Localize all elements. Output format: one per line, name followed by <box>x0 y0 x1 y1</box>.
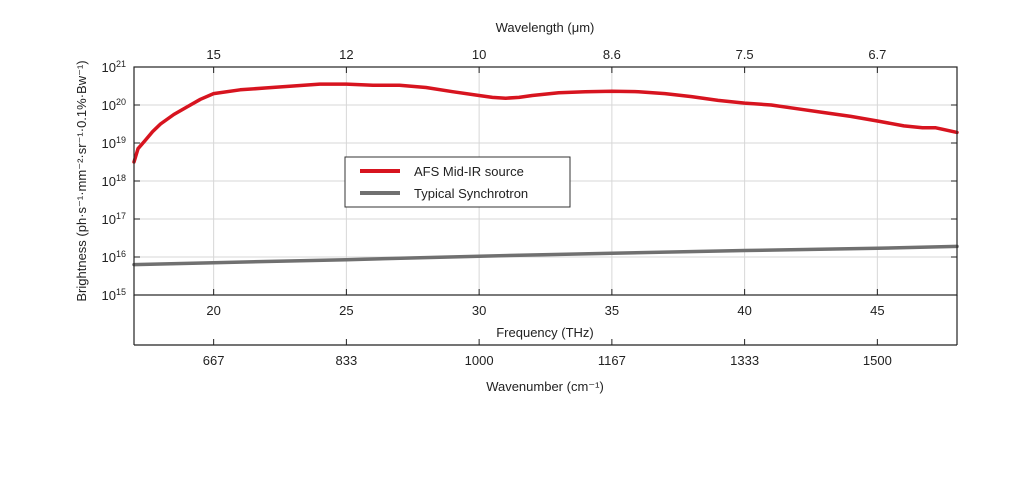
bottom-tick-label: 25 <box>339 303 353 318</box>
legend-label-afs: AFS Mid-IR source <box>414 164 524 179</box>
y-tick-label: 1019 <box>102 135 126 151</box>
y-axis-title: Brightness (ph·s⁻¹·mm⁻²·sr⁻¹·0.1%·Bw⁻¹) <box>74 60 89 301</box>
bottom-tick-label: 30 <box>472 303 486 318</box>
y-tick-label: 1017 <box>102 211 126 227</box>
wavenumber-axis-title: Wavenumber (cm⁻¹) <box>486 379 604 394</box>
bottom-tick-label: 45 <box>870 303 884 318</box>
top-tick-label: 7.5 <box>736 47 754 62</box>
wavenumber-tick-label: 1333 <box>730 353 759 368</box>
bottom-tick-label: 40 <box>737 303 751 318</box>
tick-marks <box>134 66 957 345</box>
top-axis-title: Wavelength (μm) <box>496 20 595 35</box>
wavenumber-tick-label: 1167 <box>598 353 626 368</box>
bottom-tick-label: 35 <box>605 303 619 318</box>
legend: AFS Mid-IR source Typical Synchrotron <box>344 156 571 208</box>
wavenumber-tick-label: 1000 <box>465 353 494 368</box>
legend-label-synchrotron: Typical Synchrotron <box>414 186 528 201</box>
top-tick-label: 8.6 <box>603 47 621 62</box>
y-tick-label: 1020 <box>102 97 126 113</box>
y-tick-label: 1016 <box>102 249 126 265</box>
tick-labels: 20 25 30 35 40 45 15 12 10 8.6 7.5 6.7 667 833 1000 116… <box>102 47 892 368</box>
legend-box <box>344 156 571 208</box>
wavenumber-tick-label: 667 <box>203 353 225 368</box>
afs-series-line <box>132 82 959 164</box>
top-tick-label: 6.7 <box>868 47 886 62</box>
bottom-tick-label: 20 <box>206 303 220 318</box>
y-tick-label: 1015 <box>102 287 126 303</box>
top-tick-label: 12 <box>339 47 353 62</box>
y-tick-label: 1021 <box>102 59 126 75</box>
synchrotron-series-line <box>132 244 959 267</box>
y-tick-label: 1018 <box>102 173 126 189</box>
top-tick-label: 10 <box>472 47 486 62</box>
bottom-axis-title: Frequency (THz) <box>496 325 594 340</box>
wavenumber-tick-label: 1500 <box>863 353 892 368</box>
top-tick-label: 15 <box>206 47 220 62</box>
series-lines <box>132 82 959 267</box>
wavenumber-tick-label: 833 <box>336 353 358 368</box>
